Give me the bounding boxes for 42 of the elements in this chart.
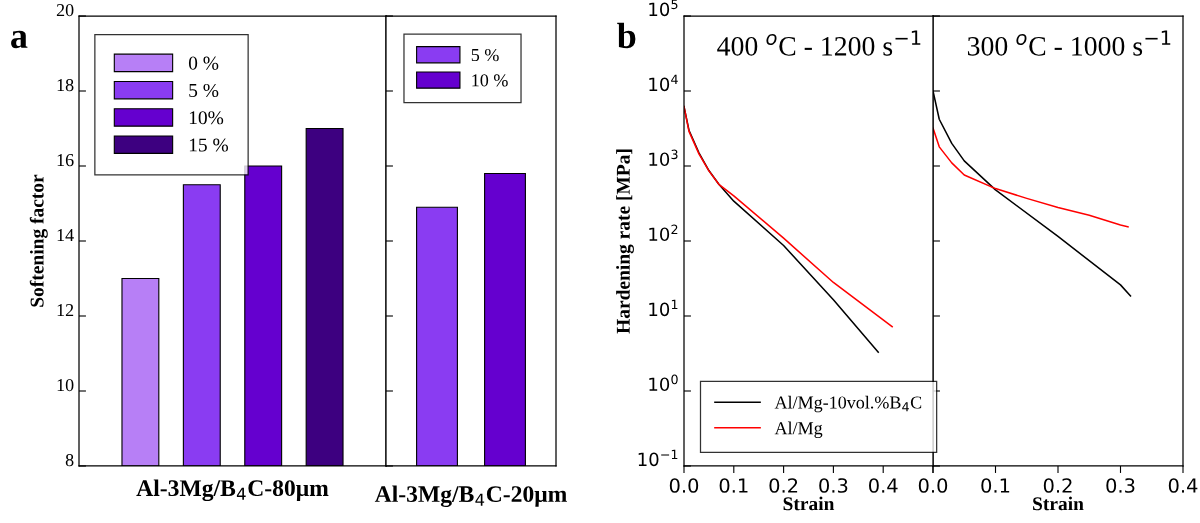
y-tick-label: 14 xyxy=(57,229,74,241)
y-axis-title: Hardening rate [MPa] xyxy=(616,149,634,334)
text: b xyxy=(617,22,636,49)
x-tick-label: 0.3 xyxy=(1106,478,1135,493)
x-tick-label: 0.4 xyxy=(1168,478,1198,493)
y-tick-label: 10$^{1}$ xyxy=(649,299,678,317)
x-tick-label: 0.2 xyxy=(1043,478,1072,493)
legend-label: 5 % xyxy=(189,83,219,98)
x-axis-title: Strain xyxy=(783,496,835,511)
legend-label: 10% xyxy=(189,111,224,125)
x-tick-label: 0.0 xyxy=(669,478,699,493)
y-tick-label: 10$^{2}$ xyxy=(649,224,678,242)
x-tick-label: 0.4 xyxy=(869,478,898,493)
y-tick-label: 8 xyxy=(65,453,74,467)
x-axis-title: Al-3Mg/B$_{4}$C-80μm xyxy=(136,479,329,502)
legend-label: Al/Mg xyxy=(774,421,823,439)
y-tick-label: 10$^{−1}$ xyxy=(638,449,678,467)
chart-title: 400 $^{o}$C - 1200 s$^{−1}$ xyxy=(717,30,921,56)
legend-label: 15 % xyxy=(189,138,229,152)
chart-title: 300 $^{o}$C - 1000 s$^{−1}$ xyxy=(967,30,1171,56)
y-tick-label: 18 xyxy=(57,78,74,92)
text: a xyxy=(11,30,28,49)
y-tick-label: 12 xyxy=(57,304,74,316)
y-axis-title: Softening factor xyxy=(29,174,48,307)
legend-label: 5 % xyxy=(471,48,499,62)
y-tick-label: 10$^{4}$ xyxy=(649,74,678,92)
legend-label: 0 % xyxy=(188,56,219,70)
x-tick-label: 0.0 xyxy=(918,478,948,493)
y-tick-label: 10 xyxy=(57,378,74,392)
y-tick-label: 16 xyxy=(57,154,74,167)
legend-label: 10 % xyxy=(472,74,508,87)
x-tick-label: 0.3 xyxy=(819,478,848,493)
y-tick-label: 10$^{3}$ xyxy=(649,149,678,167)
y-tick-label: 10$^{0}$ xyxy=(649,374,678,392)
x-tick-label: 0.1 xyxy=(981,478,1010,493)
y-tick-label: 10$^{5}$ xyxy=(649,0,678,17)
x-axis-title: Strain xyxy=(1033,496,1084,511)
x-tick-label: 0.1 xyxy=(719,478,748,493)
x-tick-label: Al-3Mg/B$_{4}$C-20μm xyxy=(374,485,567,508)
legend-label: Al/Mg-10vol.%B$_{4}$C xyxy=(774,395,922,413)
y-tick-label: 20 xyxy=(56,3,74,17)
x-tick-label: 0.2 xyxy=(769,478,798,493)
